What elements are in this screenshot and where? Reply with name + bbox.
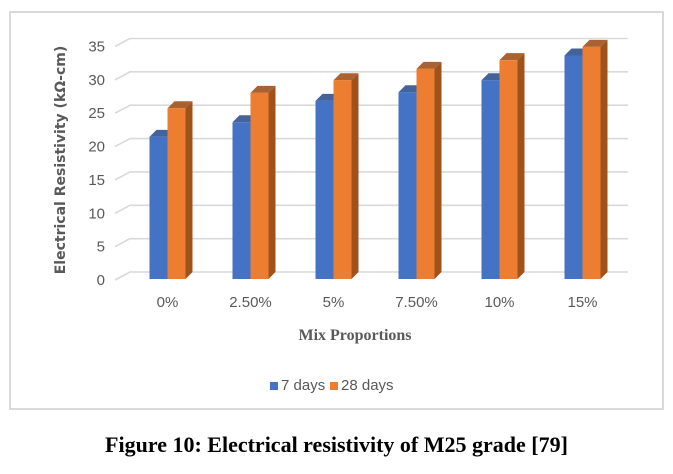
gridline	[114, 104, 628, 114]
y-tick-label: 15	[88, 172, 105, 189]
bar-28-days-4	[499, 53, 525, 280]
gridline	[114, 271, 628, 281]
x-tick-label: 10%	[484, 294, 514, 311]
bar-side	[434, 61, 442, 279]
bar-28-days-1	[250, 85, 276, 279]
y-tick-label: 20	[88, 139, 105, 156]
legend-swatch	[270, 382, 278, 390]
gridline	[114, 171, 628, 181]
bar-front	[315, 100, 334, 279]
y-tick-label: 30	[88, 72, 105, 89]
x-tick-label: 7.50%	[395, 294, 438, 311]
bar-top	[167, 101, 193, 109]
x-tick-label: 15%	[567, 294, 597, 311]
bar-28-days-3	[416, 61, 442, 279]
x-axis-label: Mix Proportions	[298, 327, 411, 344]
bar-side	[185, 101, 193, 279]
gridline	[114, 237, 628, 248]
bar-top	[333, 73, 359, 81]
x-tick-label: 5%	[323, 294, 345, 311]
x-tick-label: 0%	[157, 294, 179, 311]
y-tick-label: 10	[88, 205, 105, 222]
y-tick-label: 0	[97, 272, 105, 289]
bar-side	[517, 53, 525, 280]
figure-caption: Figure 10: Electrical resistivity of M25…	[105, 432, 568, 457]
gridline	[114, 137, 628, 148]
bar-front	[333, 80, 352, 279]
bar-28-days-5	[582, 39, 608, 279]
bar-top	[416, 61, 442, 69]
bar-28-days-0	[167, 101, 193, 279]
bar-front	[149, 136, 168, 279]
bar-top	[250, 85, 276, 93]
y-tick-label: 35	[88, 39, 105, 56]
bar-front	[564, 55, 583, 279]
legend-label: 7 days	[281, 377, 325, 394]
gridline	[114, 71, 628, 81]
bar-front	[416, 68, 435, 279]
legend: 7 days 28 days	[270, 377, 394, 394]
bar-front	[232, 122, 251, 279]
bar-side	[268, 85, 276, 279]
gridline	[114, 37, 628, 48]
bar-front	[167, 108, 186, 279]
y-tick-label: 25	[88, 105, 105, 122]
bar-front	[499, 60, 518, 280]
legend-item: 7 days	[270, 377, 325, 394]
legend-swatch	[330, 382, 338, 390]
y-axis-label: Electrical Resistivity (kΩ-cm)	[53, 46, 69, 275]
bar-front	[250, 92, 269, 279]
bar-front	[582, 46, 601, 279]
gridline	[114, 204, 628, 214]
legend-label: 28 days	[341, 377, 394, 394]
bar-side	[351, 73, 359, 279]
bar-top	[499, 53, 525, 61]
bar-top	[582, 39, 608, 47]
y-tick-label: 5	[97, 239, 105, 256]
x-tick-label: 2.50%	[229, 294, 272, 311]
bar-side	[600, 39, 608, 279]
bar-front	[481, 80, 500, 279]
bar-28-days-2	[333, 73, 359, 279]
bar-front	[398, 92, 417, 279]
legend-item: 28 days	[330, 377, 394, 394]
